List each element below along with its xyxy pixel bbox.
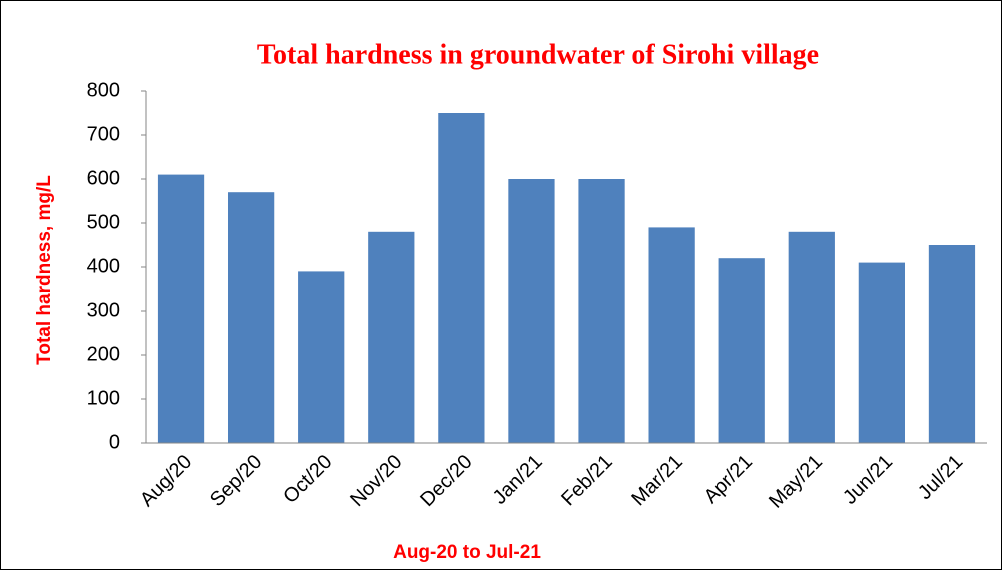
y-tick-label: 800 [87,79,120,101]
y-tick-label: 600 [87,167,120,189]
bar [648,227,695,443]
bar [928,245,976,443]
y-tick-label: 100 [87,387,120,409]
bar [227,192,275,443]
bar [438,113,485,443]
bar [578,179,625,443]
chart-title: Total hardness in groundwater of Sirohi … [257,39,819,70]
bar [718,258,765,443]
y-tick-label: 200 [87,343,120,365]
bar [298,271,345,443]
bar [508,179,555,443]
bar [157,174,205,443]
y-tick-label: 300 [87,299,120,321]
bar [368,231,415,443]
y-tick-label: 700 [87,123,120,145]
x-axis-label: Aug-20 to Jul-21 [393,542,541,563]
y-tick-label: 500 [87,211,120,233]
y-tick-label: 0 [109,431,120,453]
y-axis-label: Total hardness, mg/L [34,175,55,365]
y-tick-label: 400 [87,255,120,277]
bar [788,231,835,443]
bar [858,262,906,443]
